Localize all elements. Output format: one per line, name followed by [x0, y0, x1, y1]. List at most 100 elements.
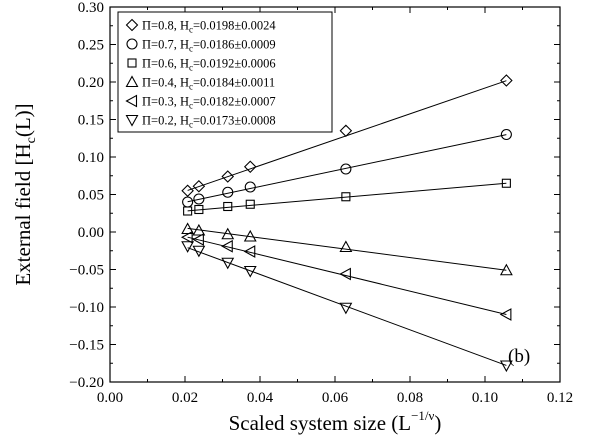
y-axis-title-main: External field [H	[11, 143, 35, 285]
data-point-triangle-left	[339, 267, 351, 281]
data-point-triangle-down	[181, 241, 195, 253]
legend-text-main: Π=0.6, H	[142, 57, 189, 71]
legend-entry: Π=0.6, Hc=0.0192±0.0006	[142, 57, 276, 73]
legend-text-value: =0.0182±0.0007	[193, 95, 276, 109]
data-point-triangle-up	[243, 229, 257, 242]
data-point-triangle-left	[180, 230, 193, 244]
y-tick-label: 0.20	[78, 75, 104, 91]
data-point-square	[501, 178, 511, 188]
y-axis-title-sub: c	[24, 137, 39, 143]
y-tick-label: 0.00	[78, 225, 104, 241]
data-point-square	[341, 192, 351, 202]
legend-entry: Π=0.3, Hc=0.0182±0.0007	[142, 95, 276, 111]
data-point-triangle-up	[339, 240, 353, 253]
y-tick-label: 0.25	[78, 38, 104, 54]
x-tick-label: 0.08	[397, 390, 423, 406]
data-point-triangle-down	[221, 257, 235, 270]
data-point-circle	[222, 186, 234, 198]
data-point-triangle-down	[243, 265, 257, 278]
legend-text-value: =0.0198±0.0024	[193, 19, 276, 33]
legend-text-value: =0.0192±0.0006	[193, 57, 276, 71]
x-tick-label: 0.02	[172, 390, 198, 406]
data-point-triangle-left	[192, 233, 204, 246]
fit-line	[187, 227, 507, 271]
legend-text-sub: c	[189, 101, 193, 111]
legend-text-value: =0.0184±0.0011	[193, 76, 275, 90]
y-axis-title: External field [Hc(L)]	[11, 103, 39, 285]
x-tick-label: 0.04	[247, 390, 274, 406]
legend-entry: Π=0.4, Hc=0.0184±0.0011	[142, 76, 275, 92]
data-point-circle	[500, 128, 512, 141]
legend-text-sub: c	[189, 120, 193, 130]
data-point-triangle-left	[499, 308, 512, 321]
legend-text-main: Π=0.8, H	[142, 19, 189, 33]
legend-marker-triangle-down	[125, 114, 139, 127]
legend-entry: Π=0.2, Hc=0.0173±0.0008	[142, 114, 276, 130]
legend-entry: Π=0.7, Hc=0.0186±0.0009	[142, 38, 276, 54]
data-point-triangle-down	[192, 245, 206, 258]
data-point-square	[245, 199, 255, 209]
data-point-triangle-down	[499, 360, 513, 373]
data-point-triangle-up	[181, 222, 195, 235]
panel-label: (b)	[508, 346, 530, 367]
legend-box	[117, 11, 333, 133]
x-tick-label: 0.10	[472, 390, 498, 406]
x-tick-label: 0.12	[547, 390, 573, 406]
legend-marker-square	[127, 58, 137, 68]
x-tick-label: 0.00	[97, 390, 123, 406]
legend-text-sub: c	[189, 82, 193, 92]
legend-marker-triangle-left	[125, 94, 138, 108]
y-tick-label: 0.05	[78, 188, 104, 204]
fit-line	[187, 247, 507, 366]
y-tick-label: −0.20	[69, 375, 104, 391]
legend-marker-diamond	[125, 18, 139, 32]
data-point-circle	[340, 163, 352, 175]
data-point-diamond	[192, 179, 206, 193]
legend-text-sub: c	[189, 44, 193, 54]
fit-line	[187, 182, 507, 212]
y-tick-label: −0.05	[69, 263, 104, 279]
data-point-triangle-up	[499, 263, 513, 276]
legend-text-sub: c	[189, 25, 193, 35]
data-point-triangle-down	[339, 302, 353, 315]
data-point-circle	[182, 196, 194, 208]
legend-text-main: Π=0.7, H	[142, 38, 189, 52]
data-point-circle	[244, 181, 256, 193]
y-tick-label: −0.15	[69, 338, 104, 354]
data-point-triangle-left	[243, 245, 256, 258]
data-point-square	[194, 204, 204, 215]
data-point-diamond	[500, 74, 513, 87]
data-point-diamond	[221, 170, 235, 183]
y-tick-label: 0.10	[78, 150, 104, 166]
axes: 0.00 0.02 0.04 0.06 0.08 0.10 0.12 −0.20 −0.15 −0…	[69, 0, 573, 406]
x-axis-title-close: )	[434, 411, 441, 435]
x-axis-title-sup: −1/ν	[411, 408, 434, 423]
legend-entry: Π=0.8, Hc=0.0198±0.0024	[142, 19, 276, 35]
y-tick-label: 0.30	[78, 0, 104, 16]
data-point-triangle-up	[221, 227, 235, 240]
data-point-diamond	[339, 124, 353, 138]
legend-text-main: Π=0.4, H	[142, 76, 189, 90]
y-tick-label: 0.15	[78, 113, 104, 129]
y-axis-title-close: (L)]	[11, 103, 35, 137]
data-point-triangle-up	[192, 223, 206, 236]
legend-marker-circle	[126, 38, 138, 50]
data-markers	[180, 74, 513, 373]
data-point-circle	[193, 193, 205, 205]
legend-text-main: Π=0.2, H	[142, 114, 189, 128]
data-point-square	[183, 206, 193, 216]
data-point-diamond	[181, 184, 194, 198]
data-point-square	[223, 201, 233, 212]
x-tick-label: 0.06	[322, 390, 349, 406]
data-point-diamond	[243, 160, 257, 174]
fit-lines	[187, 80, 507, 366]
x-axis-title-main: Scaled system size (L	[229, 411, 412, 435]
legend-marker-triangle-up	[125, 75, 139, 88]
fit-line	[187, 236, 507, 315]
legend-text-value: =0.0173±0.0008	[193, 114, 276, 128]
legend-text-value: =0.0186±0.0009	[193, 38, 276, 52]
fit-line	[187, 134, 507, 203]
axis-labels: (b) Scaled system size (L−1/ν) External fi…	[11, 103, 530, 435]
